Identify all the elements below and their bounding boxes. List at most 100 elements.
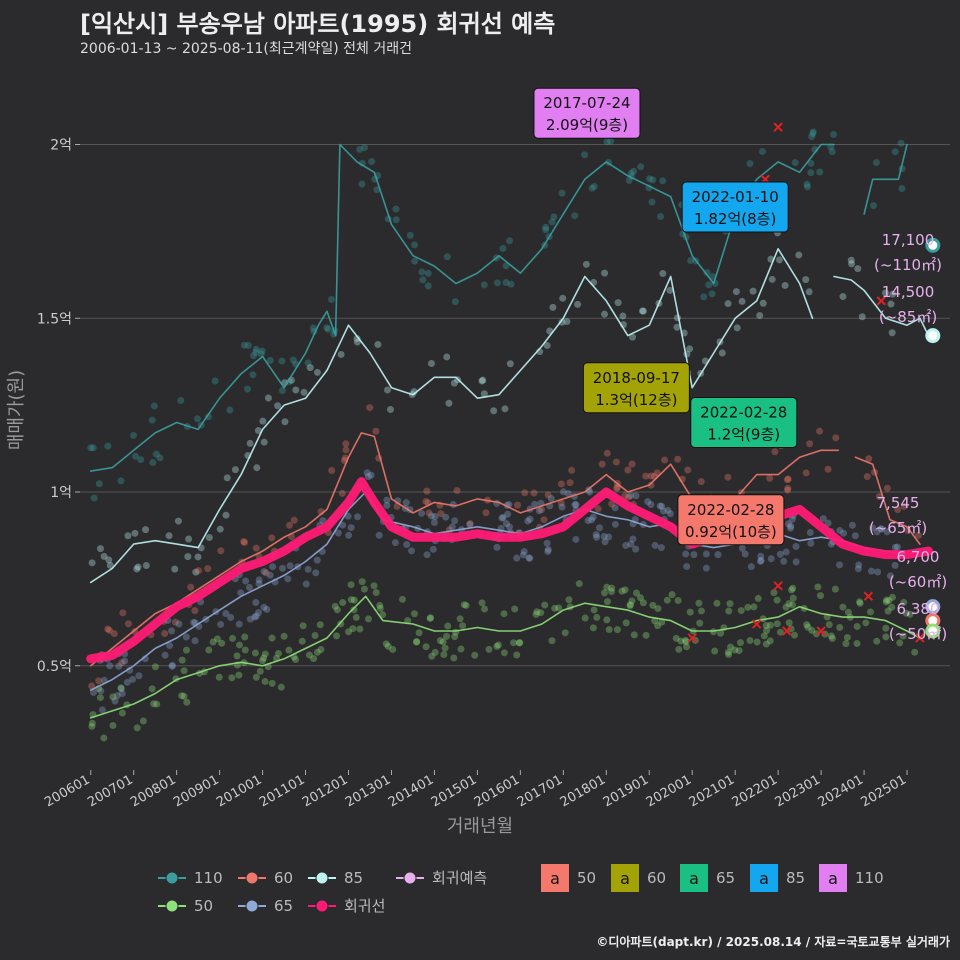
transaction-dot	[566, 479, 574, 487]
transaction-dot	[627, 169, 635, 177]
transaction-dot	[350, 606, 358, 614]
transaction-dot	[436, 637, 444, 645]
transaction-dot	[757, 556, 765, 564]
callout-date: 2022-01-10	[692, 188, 779, 206]
transaction-dot	[808, 626, 816, 634]
transaction-dot	[544, 548, 552, 556]
transaction-dot	[889, 290, 897, 298]
transaction-dot	[443, 353, 451, 361]
series-line-110	[89, 143, 835, 472]
transaction-dot	[724, 473, 732, 481]
transaction-dot	[241, 646, 249, 654]
transaction-dot	[572, 535, 580, 543]
cancelled-mark	[687, 633, 697, 643]
transaction-dot	[644, 498, 652, 506]
transaction-dot	[502, 520, 510, 528]
transaction-dot	[605, 533, 613, 541]
transaction-dot	[171, 618, 179, 626]
transaction-dot	[95, 677, 103, 685]
transaction-dot	[511, 605, 519, 613]
transaction-dot	[142, 561, 150, 569]
transaction-dot	[682, 643, 690, 651]
transaction-dot	[358, 159, 366, 167]
transaction-dot	[259, 417, 267, 425]
transaction-dot	[386, 406, 394, 414]
transaction-dot	[493, 279, 501, 287]
transaction-dot	[581, 614, 589, 622]
end-point	[925, 237, 941, 253]
transaction-dot	[750, 603, 758, 611]
transaction-dot	[460, 601, 468, 609]
transaction-dot	[626, 601, 634, 609]
source-caption: ©디아파트(dapt.kr) / 2025.08.14 / 자료=국토교통부 실…	[596, 935, 950, 949]
transaction-dot	[304, 359, 312, 367]
transaction-dot	[259, 657, 267, 665]
transaction-dot	[888, 603, 896, 611]
legend-marker	[315, 871, 329, 885]
transaction-dot	[411, 241, 419, 249]
x-tick-label: 202101	[687, 772, 737, 810]
transaction-dot	[622, 542, 630, 550]
transaction-dot	[654, 605, 662, 613]
transaction-dot	[574, 300, 582, 308]
transaction-dot	[252, 544, 260, 552]
transaction-dot	[561, 629, 569, 637]
transaction-dot	[684, 466, 692, 474]
transaction-dot	[549, 303, 557, 311]
transaction-dot	[873, 528, 881, 536]
transaction-dot	[500, 649, 508, 657]
transaction-dot	[625, 176, 633, 184]
transaction-dot	[808, 133, 816, 141]
transaction-dot	[406, 231, 414, 239]
x-tick-label: 201401	[386, 772, 436, 810]
transaction-dot	[600, 532, 608, 540]
x-tick-label: 200801	[128, 772, 178, 810]
x-tick-label: 202501	[859, 772, 909, 810]
legend-box	[680, 864, 708, 892]
transaction-dot	[874, 568, 882, 576]
callout-date: 2017-07-24	[543, 94, 630, 112]
chart-title: [익산시] 부송우남 아파트(1995) 회귀선 예측	[80, 10, 556, 38]
transaction-dot	[637, 163, 645, 171]
transaction-dot	[98, 706, 106, 714]
y-tick-label: 1억	[50, 485, 72, 501]
transaction-dot	[766, 621, 774, 629]
legend-marker	[165, 899, 179, 913]
transaction-dot	[894, 506, 902, 514]
transaction-dot	[277, 683, 285, 691]
transaction-dot	[638, 307, 646, 315]
legend-box-110: a 110	[819, 864, 884, 892]
transaction-dot	[658, 618, 666, 626]
transaction-dot	[244, 341, 252, 349]
transaction-dot	[217, 547, 225, 555]
transaction-dot	[131, 529, 139, 537]
transaction-dot	[806, 440, 814, 448]
transaction-dot	[541, 601, 549, 609]
transaction-dot	[784, 475, 792, 483]
transaction-dot	[891, 543, 899, 551]
transaction-dot	[828, 148, 836, 156]
transaction-dot	[243, 385, 251, 393]
transaction-dot	[746, 160, 754, 168]
transaction-dot	[832, 434, 840, 442]
x-tick-label: 201501	[429, 772, 479, 810]
transaction-dot	[675, 645, 683, 653]
transaction-dot	[478, 599, 486, 607]
transaction-dot	[632, 545, 640, 553]
transaction-dot	[621, 586, 629, 594]
legend-item-85: 85	[308, 869, 363, 887]
transaction-dot	[700, 293, 708, 301]
transaction-dot	[350, 596, 358, 604]
transaction-dot	[646, 175, 654, 183]
x-tick-label: 201601	[472, 772, 522, 810]
transaction-dot	[427, 512, 435, 520]
transaction-dot	[331, 602, 339, 610]
transaction-dot	[510, 639, 518, 647]
transaction-dot	[762, 640, 770, 648]
transaction-dot	[168, 627, 176, 635]
transaction-dot	[603, 598, 611, 606]
transaction-dot	[825, 621, 833, 629]
transaction-dot	[542, 226, 550, 234]
chart-subtitle: 2006-01-13 ~ 2025-08-11(최근계약일) 전체 거래건	[80, 41, 412, 57]
transaction-dot	[317, 646, 325, 654]
